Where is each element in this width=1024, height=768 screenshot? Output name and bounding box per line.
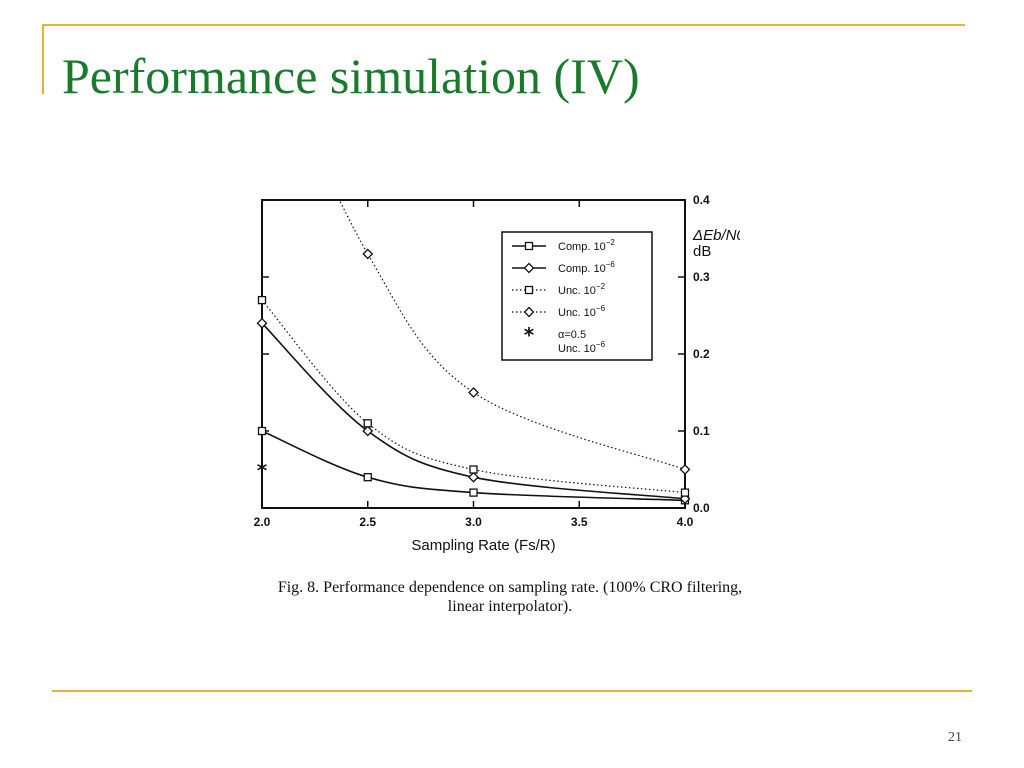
top-rule — [42, 24, 965, 26]
caption-line-1: Fig. 8. Performance dependence on sampli… — [277, 579, 743, 596]
legend-label-0: Comp. 10−2 — [558, 238, 615, 253]
legend-entry-0: Comp. 10−2 — [512, 238, 615, 253]
x-axis-label: Sampling Rate (Fs/R) — [411, 537, 555, 554]
y-tick-label-4: 0.4 — [693, 193, 710, 207]
legend-marker-4: * — [524, 323, 535, 347]
data-point-0-1 — [363, 473, 372, 482]
data-point-2-2 — [469, 465, 478, 474]
x-tick-label-0: 2.0 — [254, 515, 271, 529]
series-line-0 — [262, 430, 685, 502]
y-axis-unit: dB — [693, 243, 711, 260]
legend-marker-3 — [523, 306, 535, 318]
legend-exp-4: −6 — [596, 340, 606, 349]
caption-line-2: linear interpolator). — [447, 598, 573, 615]
legend-label-4-b: Unc. 10−6 — [558, 340, 606, 355]
legend-exp-1: −6 — [606, 260, 616, 269]
legend-exp-0: −2 — [606, 238, 616, 247]
data-point-3-0 — [362, 248, 374, 260]
performance-chart: 2.0 2.5 3.0 3.5 4.00.0 0.1 0.2 0.3 0.4 Sampling R… — [254, 193, 740, 554]
data-point-0-0 — [257, 426, 267, 436]
data-point-0-2 — [469, 488, 478, 497]
x-tick-label-1: 2.5 — [359, 515, 376, 529]
data-point-2-0 — [257, 295, 267, 305]
x-tick-label-2: 3.0 — [465, 515, 482, 529]
legend-label-4: α=0.5 — [558, 329, 586, 341]
legend-label-3: Unc. 10−6 — [558, 304, 606, 319]
data-point-1-0 — [256, 317, 268, 329]
figure-caption: Fig. 8. Performance dependence on sampli… — [200, 578, 820, 616]
legend-marker-0 — [524, 241, 534, 251]
legend-marker-1 — [523, 262, 535, 274]
legend-exp-3: −6 — [596, 304, 606, 313]
data-point-2-1 — [363, 419, 372, 428]
legend-entry-1: Comp. 10−6 — [512, 260, 615, 275]
series-2 — [257, 295, 690, 497]
series-line-1 — [262, 322, 685, 500]
data-point-3-1 — [468, 387, 479, 398]
y-tick-label-3: 0.3 — [693, 270, 710, 284]
left-rule — [42, 24, 44, 94]
y-tick-label-1: 0.1 — [693, 424, 710, 438]
slide-title: Performance simulation (IV) — [62, 48, 640, 104]
legend-marker-2 — [524, 285, 534, 295]
y-tick-label-2: 0.2 — [693, 347, 710, 361]
legend-label-2: Unc. 10−2 — [558, 282, 606, 297]
series-3 — [338, 200, 691, 475]
legend-label-1: Comp. 10−6 — [558, 260, 615, 275]
x-tick-label-3: 3.5 — [571, 515, 588, 529]
data-point-1-1 — [362, 425, 374, 437]
bottom-rule — [52, 690, 972, 692]
legend-exp-2: −2 — [596, 282, 606, 291]
legend-entry-2: Unc. 10−2 — [512, 282, 606, 297]
data-point-2-3 — [680, 488, 690, 497]
data-point-1-2 — [468, 471, 479, 483]
data-point-4-0: * — [257, 459, 268, 483]
x-tick-label-4: 4.0 — [677, 515, 694, 529]
series-line-2 — [262, 299, 685, 494]
y-axis-label: ΔEb/N0 — [692, 227, 740, 244]
series-4: * — [257, 459, 268, 483]
legend-box — [501, 231, 653, 361]
legend-entry-3: Unc. 10−6 — [512, 304, 606, 319]
page-number: 21 — [948, 730, 962, 745]
y-tick-label-0: 0.0 — [693, 501, 710, 515]
data-point-3-2 — [679, 464, 691, 475]
